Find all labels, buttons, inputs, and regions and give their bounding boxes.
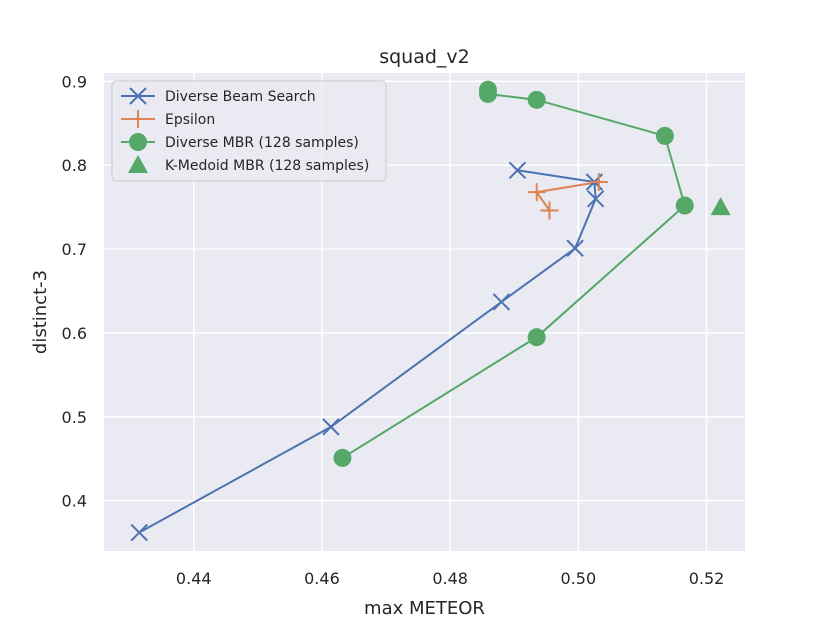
x-axis-label: max METEOR — [364, 598, 485, 619]
diverse-mbr-128-samples-point — [527, 328, 546, 347]
chart-title: squad_v2 — [379, 46, 470, 68]
legend-marker-diverse-beam-search — [129, 87, 147, 105]
y-tick-label: 0.4 — [62, 492, 87, 511]
legend-label-diverse-beam-search: Diverse Beam Search — [165, 89, 316, 105]
legend-marker-k-medoid-mbr-128-samples — [128, 155, 148, 173]
diverse-beam-search-point — [508, 161, 527, 179]
diverse-beam-search-point — [566, 239, 584, 257]
x-tick-label: 0.44 — [176, 569, 212, 588]
series-markers — [130, 80, 731, 542]
legend-box — [111, 80, 387, 182]
diverse-mbr-128-samples-point — [675, 196, 694, 215]
x-tick-label: 0.50 — [561, 569, 597, 588]
diverse-beam-search-point — [586, 190, 605, 208]
legend-marker-diverse-mbr-128-samples — [129, 133, 147, 151]
diverse-mbr-128-samples-point — [655, 126, 674, 145]
diverse-mbr-128-samples-point — [333, 448, 352, 467]
x-tick-labels: 0.44 0.46 0.48 0.50 0.52 — [176, 569, 724, 588]
legend: Diverse Beam Search Epsilon Diverse MBR (1… — [111, 80, 387, 182]
epsilon-point — [540, 201, 559, 220]
grid — [104, 73, 745, 551]
legend-label-epsilon: Epsilon — [165, 112, 215, 128]
y-axis-label: distinct-3 — [30, 270, 51, 354]
legend-label-diverse-mbr-128-samples: Diverse MBR (128 samples) — [165, 135, 359, 151]
y-tick-label: 0.8 — [62, 156, 87, 175]
epsilon-point — [589, 173, 608, 192]
diverse-beam-search-point — [322, 418, 340, 436]
y-tick-labels: 0.4 0.5 0.6 0.7 0.8 0.9 — [62, 72, 87, 510]
diverse-mbr-128-samples-point — [478, 80, 497, 99]
x-tick-label: 0.52 — [689, 569, 725, 588]
diverse-beam-search-point — [130, 523, 148, 542]
diverse-mbr-128-samples-point — [527, 90, 546, 109]
y-tick-label: 0.6 — [62, 324, 87, 343]
y-tick-label: 0.5 — [62, 408, 87, 427]
y-tick-label: 0.7 — [62, 240, 87, 259]
x-tick-label: 0.48 — [432, 569, 468, 588]
epsilon-point — [527, 183, 546, 202]
x-tick-label: 0.46 — [304, 569, 340, 588]
legend-label-k-medoid-mbr-128-samples: K-Medoid MBR (128 samples) — [165, 158, 369, 174]
legend-marker-epsilon — [129, 110, 147, 128]
k-medoid-mbr-128-samples-point — [710, 197, 731, 216]
y-tick-label: 0.9 — [62, 72, 87, 91]
diverse-beam-search-point — [492, 293, 511, 311]
